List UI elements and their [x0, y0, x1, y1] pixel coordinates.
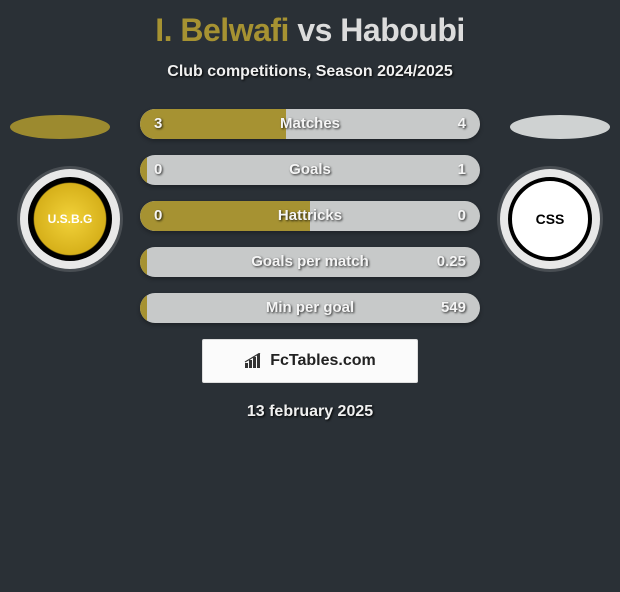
stat-fill [140, 247, 147, 277]
stat-right-value: 549 [441, 293, 466, 323]
team-right-shadow [510, 115, 610, 139]
subtitle: Club competitions, Season 2024/2025 [0, 63, 620, 81]
stat-right-value: 4 [458, 109, 466, 139]
stat-row: 0 Hattricks 0 [140, 201, 480, 231]
stat-fill [140, 293, 147, 323]
stat-label: Min per goal [266, 293, 354, 323]
stat-left-value: 0 [154, 155, 162, 185]
stat-right-value: 1 [458, 155, 466, 185]
team-left-badge: U.S.B.G [20, 169, 120, 269]
stat-left-value: 3 [154, 109, 162, 139]
vs-text: vs [297, 12, 332, 48]
stat-right-value: 0.25 [437, 247, 466, 277]
stat-label: Goals [289, 155, 331, 185]
player1-name: I. Belwafi [155, 12, 289, 48]
brand-text: FcTables.com [270, 352, 376, 370]
stat-row: 0 Goals 1 [140, 155, 480, 185]
stat-fill [140, 155, 147, 185]
stats-arena: U.S.B.G CSS 3 Matches 4 0 Goals 1 0 Hattricks 0 G… [0, 109, 620, 323]
stat-row: Goals per match 0.25 [140, 247, 480, 277]
stat-right-value: 0 [458, 201, 466, 231]
stat-label: Hattricks [278, 201, 342, 231]
comparison-title: I. Belwafi vs Haboubi [0, 12, 620, 49]
date-label: 13 february 2025 [0, 403, 620, 421]
player2-name: Haboubi [340, 12, 464, 48]
stat-bars: 3 Matches 4 0 Goals 1 0 Hattricks 0 Goals per mat… [140, 109, 480, 323]
team-left-shadow [10, 115, 110, 139]
stat-label: Goals per match [251, 247, 369, 277]
stat-left-value: 0 [154, 201, 162, 231]
team-left-logo: U.S.B.G [28, 177, 112, 261]
stat-row: Min per goal 549 [140, 293, 480, 323]
team-right-badge: CSS [500, 169, 600, 269]
chart-icon [244, 353, 264, 369]
brand-box: FcTables.com [202, 339, 418, 383]
stat-label: Matches [280, 109, 340, 139]
stat-row: 3 Matches 4 [140, 109, 480, 139]
team-right-logo: CSS [508, 177, 592, 261]
